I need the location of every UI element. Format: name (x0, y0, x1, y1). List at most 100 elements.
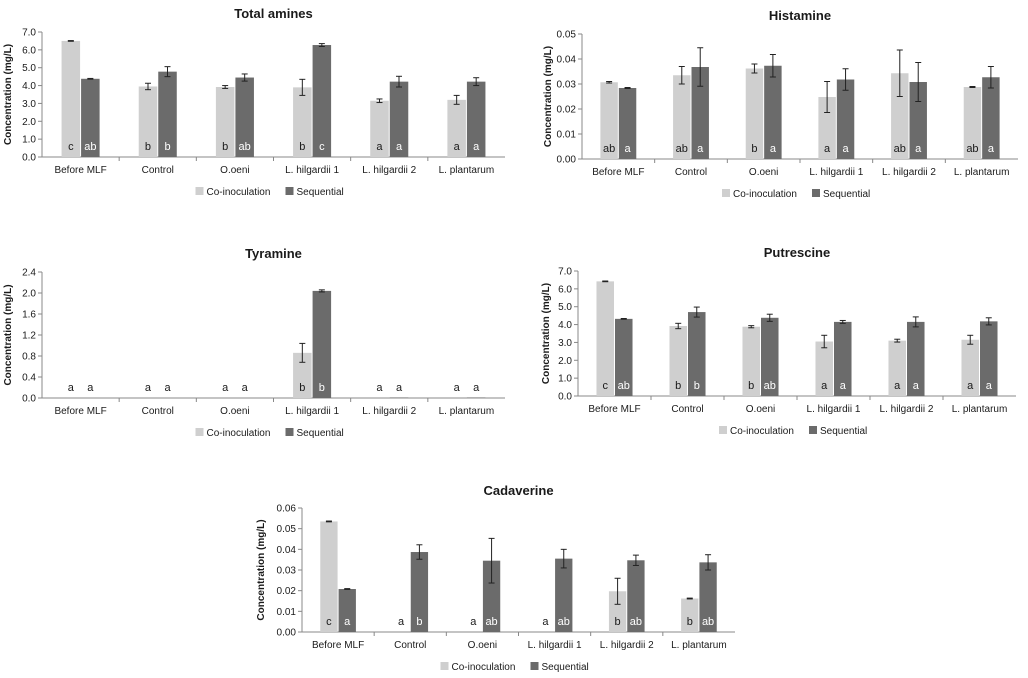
category-label: Before MLF (588, 404, 640, 415)
significance-letter: a (145, 382, 152, 394)
legend-label-sequential: Sequential (542, 662, 589, 673)
category-label: L. hilgardii 1 (285, 165, 339, 176)
category-label: L. plantarum (952, 404, 1008, 415)
legend: Co-inoculation Sequential (722, 189, 870, 200)
significance-letter: b (416, 616, 422, 628)
y-tick-label: 1.2 (22, 331, 36, 342)
legend: Co-inoculation Sequential (719, 426, 867, 437)
bar-co-inoculation-3 (293, 352, 312, 398)
bar-co-inoculation-5 (681, 598, 699, 632)
y-tick-label: 0.03 (557, 80, 577, 91)
category-label: L. hilgardii 1 (807, 404, 861, 415)
category-label: Before MLF (54, 406, 106, 417)
bar-sequential-3 (555, 558, 573, 632)
bar-sequential-1 (691, 67, 709, 159)
legend-swatch-co-inoculation (195, 428, 204, 436)
y-tick-label: 0.05 (277, 524, 297, 535)
bar-sequential-2 (764, 65, 782, 159)
bar-sequential-4 (909, 82, 927, 159)
chart-tyramine: Tyramine Concentration (mg/L) 0.0 0.4 0.8 1.2… (3, 246, 505, 439)
y-axis-label: Concentration (mg/L) (541, 283, 552, 384)
y-tick-label: 0.0 (22, 394, 36, 405)
bar-co-inoculation-0 (320, 521, 338, 632)
significance-letter: a (396, 141, 403, 153)
significance-letter: ab (702, 616, 714, 628)
bar-co-inoculation-0 (600, 82, 618, 159)
significance-letter: c (602, 380, 608, 392)
y-tick-label: 2.0 (22, 117, 36, 128)
y-tick-label: 0.04 (557, 55, 577, 66)
category-label: Before MLF (312, 640, 364, 651)
significance-letter: a (913, 380, 920, 392)
y-tick-label: 0.00 (277, 628, 297, 639)
category-label: L. plantarum (439, 165, 495, 176)
significance-letter: ab (603, 143, 615, 155)
y-tick-label: 0.06 (277, 504, 297, 515)
significance-letter: a (222, 382, 229, 394)
significance-letter: ab (558, 616, 570, 628)
y-tick-label: 0.01 (557, 130, 577, 141)
bar-sequential-2 (235, 77, 254, 157)
bar-co-inoculation-5 (961, 339, 979, 396)
bar-sequential-2 (482, 560, 501, 632)
significance-letter: a (376, 382, 383, 394)
legend-label-sequential: Sequential (823, 189, 870, 200)
significance-letter: c (68, 141, 74, 153)
bar-sequential-5 (699, 562, 717, 632)
bar-co-inoculation-2 (215, 87, 235, 157)
y-tick-label: 0.02 (557, 105, 577, 116)
legend-label-co-inoculation: Co-inoculation (452, 662, 516, 673)
legend-swatch-co-inoculation (722, 189, 730, 197)
bar-sequential-4 (389, 81, 409, 157)
bar-sequential-3 (834, 321, 852, 396)
significance-letter: a (542, 616, 549, 628)
bar-co-inoculation-2 (742, 326, 760, 396)
chart-cadaverine: Cadaverine Concentration (mg/L) 0.00 0.01 0.… (256, 483, 735, 673)
bar-co-inoculation-1 (138, 86, 158, 157)
bar-sequential-1 (410, 552, 429, 632)
significance-letter: a (164, 382, 171, 394)
y-tick-label: 0.02 (277, 586, 297, 597)
bar-co-inoculation-4 (888, 340, 906, 396)
significance-letter: ab (894, 143, 906, 155)
legend-swatch-co-inoculation (440, 662, 449, 670)
legend-swatch-co-inoculation (195, 187, 204, 195)
significance-letter: c (326, 616, 332, 628)
significance-letter: b (299, 382, 305, 394)
significance-letter: ab (630, 616, 642, 628)
bar-sequential-0 (81, 78, 100, 157)
y-tick-label: 1.0 (22, 135, 36, 146)
legend-label-co-inoculation: Co-inoculation (207, 428, 271, 439)
significance-letter: a (454, 141, 461, 153)
y-tick-label: 0.01 (277, 607, 297, 618)
category-label: O.oeni (220, 406, 249, 417)
significance-letter: a (624, 143, 631, 155)
bar-sequential-3 (312, 45, 332, 157)
significance-letter: b (145, 141, 151, 153)
y-tick-label: 1.0 (558, 374, 572, 385)
y-tick-label: 2.4 (22, 268, 36, 279)
significance-letter: ab (676, 143, 688, 155)
y-tick-label: 5.0 (558, 302, 572, 313)
significance-letter: a (824, 143, 831, 155)
chart-title: Histamine (769, 8, 831, 23)
y-tick-label: 2.0 (22, 289, 36, 300)
y-tick-label: 7.0 (22, 28, 36, 39)
category-label: L. hilgardii 2 (882, 167, 936, 178)
significance-letter: b (687, 616, 693, 628)
legend-label-co-inoculation: Co-inoculation (733, 189, 797, 200)
bar-sequential-3 (312, 290, 332, 398)
significance-letter: a (376, 141, 383, 153)
y-tick-label: 0.0 (558, 392, 572, 403)
legend: Co-inoculation Sequential (195, 428, 344, 439)
category-label: L. hilgardii 2 (600, 640, 654, 651)
legend: Co-inoculation Sequential (440, 662, 589, 673)
chart-total-amines: Total amines Concentration (mg/L) 0.0 1.0 2.… (3, 6, 505, 198)
category-label: L. plantarum (439, 406, 495, 417)
significance-letter: a (988, 143, 995, 155)
bar-co-inoculation-1 (669, 326, 687, 396)
bar-co-inoculation-4 (370, 100, 389, 157)
y-tick-label: 0.05 (557, 30, 577, 41)
bar-sequential-0 (618, 88, 637, 159)
significance-letter: a (398, 616, 405, 628)
